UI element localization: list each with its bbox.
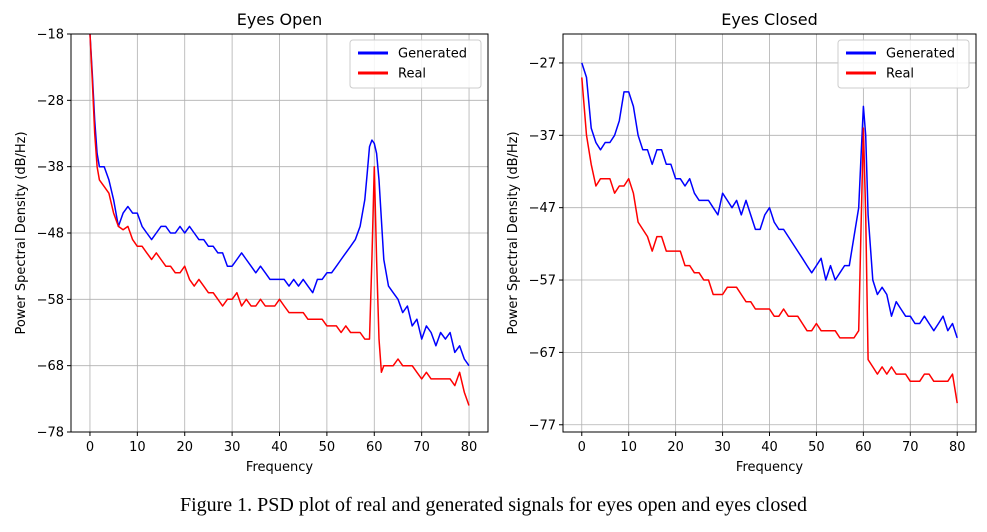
legend-label-real: Real xyxy=(886,67,914,82)
series-line-generated xyxy=(581,62,958,339)
x-tick-label: 80 xyxy=(461,440,478,455)
x-tick-label: 0 xyxy=(578,440,586,455)
x-tick-label: 70 xyxy=(413,440,430,455)
legend-label-real: Real xyxy=(398,67,426,82)
series-line-real xyxy=(581,77,958,404)
x-tick-label: 40 xyxy=(271,440,288,455)
y-tick-label: −48 xyxy=(37,227,64,242)
x-tick-label: 60 xyxy=(855,440,872,455)
y-tick-label: −47 xyxy=(529,201,556,216)
y-tick-label: −28 xyxy=(37,94,64,109)
y-tick-label: −77 xyxy=(529,418,556,433)
y-tick-label: −68 xyxy=(37,359,64,374)
x-tick-label: 10 xyxy=(620,440,637,455)
x-tick-label: 60 xyxy=(366,440,383,455)
chart-eyes-open: 0 10 20 30 40 50 60 70 80 −18 −28 −38 −48 −58 −68 −78 Ey… xyxy=(14,10,489,475)
x-tick-label: 30 xyxy=(714,440,731,455)
x-tick-label: 30 xyxy=(224,440,241,455)
legend-label-generated: Generated xyxy=(886,47,955,62)
y-tick-label: −58 xyxy=(37,293,64,308)
chart-title: Eyes Closed xyxy=(721,10,818,29)
x-tick-label: 50 xyxy=(808,440,825,455)
x-tick-label: 20 xyxy=(667,440,684,455)
y-tick-label: −57 xyxy=(529,274,556,289)
chart-title: Eyes Open xyxy=(237,10,323,29)
y-tick-label: −78 xyxy=(37,426,64,441)
figure-caption: Figure 1. PSD plot of real and generated… xyxy=(179,494,808,516)
x-tick-label: 10 xyxy=(129,440,146,455)
y-tick-label: −27 xyxy=(529,56,556,71)
legend: Generated Real xyxy=(837,39,970,89)
x-tick-label: 40 xyxy=(761,440,778,455)
y-tick-label: −18 xyxy=(37,28,64,43)
y-tick-label: −38 xyxy=(37,160,64,175)
legend-label-generated: Generated xyxy=(398,47,467,62)
x-tick-label: 20 xyxy=(176,440,193,455)
x-tick-label: 50 xyxy=(319,440,336,455)
y-tick-label: −37 xyxy=(529,129,556,144)
y-axis-label: Power Spectral Density (dB/Hz) xyxy=(506,131,521,334)
series-line-real xyxy=(89,34,470,406)
y-tick-label: −67 xyxy=(529,346,556,361)
x-tick-label: 70 xyxy=(902,440,919,455)
series-line-generated xyxy=(89,34,470,367)
chart-eyes-closed: 0 10 20 30 40 50 60 70 80 −27 −37 −47 −57 −67 −77 Eyes … xyxy=(506,10,977,475)
legend: Generated Real xyxy=(349,39,482,89)
x-axis-label: Frequency xyxy=(736,460,803,475)
x-axis-label: Frequency xyxy=(246,460,313,475)
y-axis-label: Power Spectral Density (dB/Hz) xyxy=(14,131,29,334)
x-tick-label: 80 xyxy=(949,440,966,455)
x-tick-label: 0 xyxy=(86,440,94,455)
